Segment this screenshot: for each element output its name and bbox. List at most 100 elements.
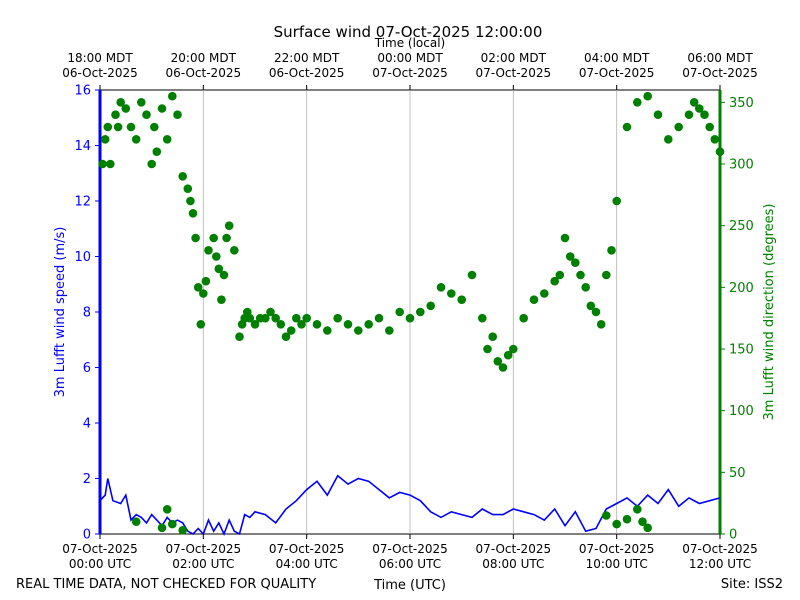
axes-layer: 0 2 4 6 8 10 12 14 16 0 50 100 150 200 250 300 350 07-Oct…	[62, 51, 758, 571]
wind-direction-point	[488, 332, 498, 342]
wind-direction-point	[178, 526, 187, 535]
wind-direction-point	[560, 233, 570, 243]
site-label: Site: ISS2	[721, 577, 783, 592]
wind-direction-point	[178, 172, 187, 181]
top-tick-time: 18:00 MDT	[67, 51, 133, 65]
wind-direction-point	[483, 344, 492, 354]
wind-direction-point	[467, 270, 477, 280]
wind-direction-point	[612, 519, 621, 529]
wind-direction-point	[633, 98, 642, 107]
right-tick-label: 0	[729, 528, 737, 543]
wind-direction-point	[266, 307, 275, 317]
wind-direction-point	[168, 91, 177, 101]
wind-direction-point	[201, 276, 211, 286]
left-tick-label: 14	[74, 139, 91, 154]
wind-direction-point	[173, 110, 182, 119]
left-tick-label: 6	[83, 361, 91, 376]
wind-direction-point	[695, 104, 704, 113]
wind-direction-point	[674, 122, 683, 132]
wind-direction-point	[183, 184, 193, 193]
wind-direction-point	[312, 320, 322, 329]
wind-direction-point	[302, 313, 312, 323]
wind-direction-point	[116, 98, 125, 107]
wind-direction-point	[710, 135, 720, 144]
left-tick-label: 2	[83, 472, 91, 487]
top-tick-date: 07-Oct-2025	[372, 66, 448, 80]
wind-direction-point	[405, 313, 415, 323]
wind-direction-point	[196, 320, 206, 329]
wind-direction-point	[191, 233, 200, 243]
wind-direction-point	[374, 313, 384, 323]
wind-direction-point	[193, 283, 203, 292]
wind-direction-point	[261, 313, 270, 323]
wind-direction-point	[622, 514, 632, 524]
wind-direction-point	[664, 135, 673, 144]
wind-direction-point	[142, 110, 151, 119]
bottom-tick-date: 07-Oct-2025	[579, 542, 655, 556]
wind-direction-point	[162, 505, 172, 514]
wind-direction-point	[643, 523, 652, 533]
wind-direction-point	[137, 98, 146, 107]
left-tick-label: 8	[83, 306, 91, 321]
wind-direction-point	[622, 122, 632, 132]
wind-direction-point	[565, 252, 575, 261]
wind-direction-point	[436, 283, 446, 292]
wind-direction-point	[204, 246, 213, 255]
wind-direction-point	[591, 307, 601, 317]
wind-direction-point	[602, 511, 611, 520]
left-tick-label: 10	[74, 250, 91, 265]
wind-direction-point	[576, 270, 585, 280]
wind-direction-point	[276, 320, 286, 329]
wind-direction-point	[684, 110, 694, 119]
wind-direction-point	[529, 295, 539, 305]
top-tick-date: 06-Oct-2025	[62, 66, 138, 80]
wind-speed-line	[99, 474, 721, 537]
top-tick-date: 06-Oct-2025	[166, 66, 242, 80]
bottom-tick-time: 06:00 UTC	[379, 557, 441, 571]
bottom-tick-date: 07-Oct-2025	[166, 542, 242, 556]
top-tick-time: 02:00 MDT	[481, 51, 547, 65]
wind-direction-point	[498, 363, 508, 372]
left-axis-label: 3m Lufft wind speed (m/s)	[53, 227, 68, 398]
wind-direction-point	[281, 332, 291, 342]
wind-direction-point	[111, 110, 120, 119]
top-tick-date: 07-Oct-2025	[579, 66, 655, 80]
wind-direction-point	[199, 289, 208, 298]
right-tick-label: 100	[729, 404, 754, 419]
wind-direction-point	[113, 122, 123, 132]
top-tick-date: 07-Oct-2025	[682, 66, 758, 80]
wind-direction-point	[103, 122, 113, 132]
wind-direction-point	[212, 252, 221, 261]
wind-direction-point	[250, 320, 260, 329]
bottom-tick-date: 07-Oct-2025	[372, 542, 448, 556]
wind-direction-point	[245, 313, 255, 323]
wind-direction-point	[235, 332, 244, 342]
wind-direction-point	[395, 307, 405, 317]
wind-direction-point	[157, 523, 167, 533]
gridlines	[202, 90, 618, 534]
top-tick-time: 22:00 MDT	[274, 51, 340, 65]
wind-direction-point	[323, 326, 332, 335]
right-tick-label: 250	[729, 219, 754, 234]
wind-direction-point	[602, 270, 611, 280]
wind-direction-point	[219, 270, 229, 280]
wind-direction-point	[509, 344, 518, 354]
wind-direction-point	[147, 159, 156, 169]
top-tick-time: 06:00 MDT	[687, 51, 753, 65]
wind-direction-point	[607, 246, 616, 255]
wind-direction-point	[106, 159, 115, 169]
bottom-tick-time: 12:00 UTC	[689, 557, 751, 571]
wind-direction-point	[416, 307, 425, 317]
wind-direction-point	[385, 326, 394, 335]
wind-direction-point	[333, 313, 343, 323]
bottom-tick-time: 00:00 UTC	[69, 557, 131, 571]
wind-direction-point	[343, 320, 353, 329]
top-tick-date: 06-Oct-2025	[269, 66, 345, 80]
bottom-tick-date: 07-Oct-2025	[476, 542, 552, 556]
left-tick-label: 4	[83, 417, 91, 432]
wind-direction-point	[126, 122, 136, 132]
bottom-axis-label: Time (UTC)	[373, 578, 446, 593]
bottom-tick-time: 04:00 UTC	[276, 557, 338, 571]
wind-direction-point	[571, 258, 580, 268]
wind-direction-point	[100, 135, 110, 144]
